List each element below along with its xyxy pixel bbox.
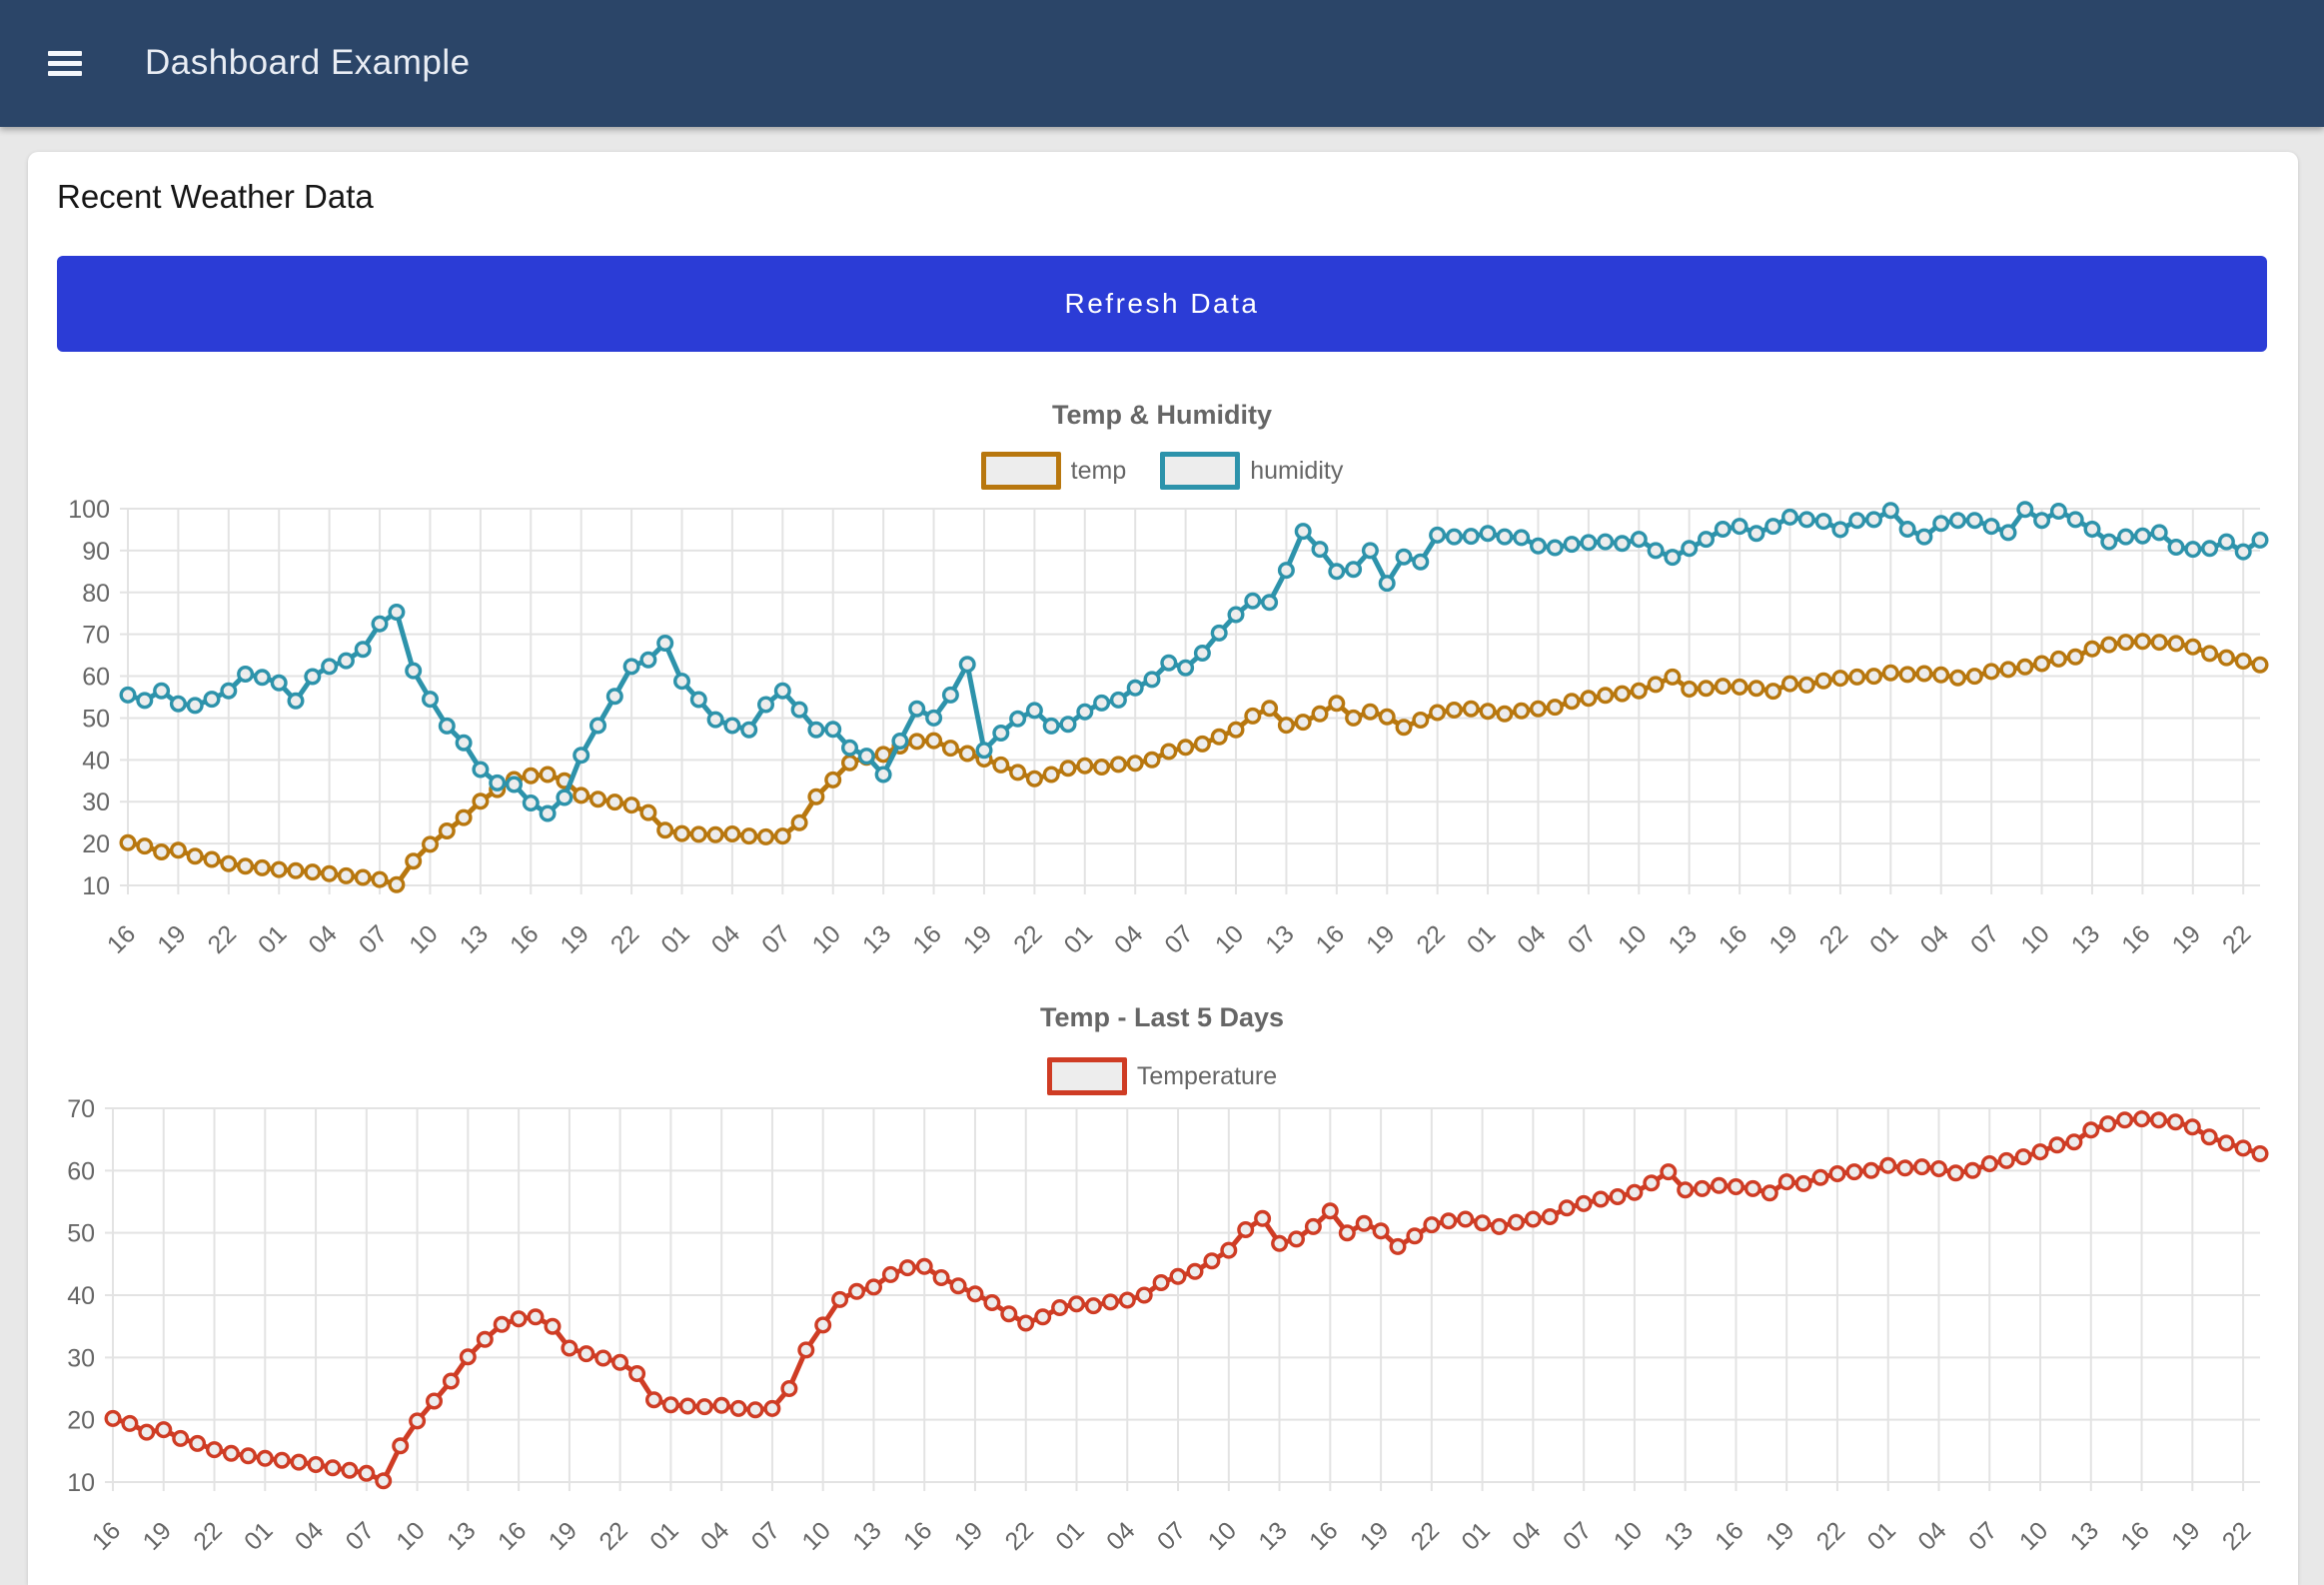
- svg-text:19: 19: [138, 1516, 177, 1555]
- svg-text:16: 16: [2115, 1516, 2154, 1555]
- app-title: Dashboard Example: [145, 43, 471, 82]
- svg-text:13: 13: [1659, 1516, 1698, 1555]
- legend-item-temperature[interactable]: Temperature: [1046, 1057, 1278, 1095]
- svg-text:100: 100: [68, 496, 110, 524]
- svg-text:40: 40: [82, 747, 110, 775]
- legend-item-humidity[interactable]: humidity: [1160, 452, 1343, 490]
- svg-text:20: 20: [82, 830, 110, 858]
- svg-text:60: 60: [67, 1157, 95, 1185]
- svg-text:19: 19: [2166, 1516, 2205, 1555]
- svg-text:01: 01: [1456, 1516, 1495, 1555]
- svg-text:40: 40: [67, 1282, 95, 1310]
- svg-text:10: 10: [82, 872, 110, 900]
- svg-text:22: 22: [188, 1516, 227, 1555]
- svg-text:10: 10: [796, 1516, 835, 1555]
- svg-text:70: 70: [82, 622, 110, 650]
- hamburger-menu-icon[interactable]: [48, 51, 82, 77]
- page-heading: Recent Weather Data: [57, 178, 374, 215]
- svg-text:13: 13: [442, 1516, 481, 1555]
- svg-text:22: 22: [1811, 1516, 1850, 1555]
- svg-text:50: 50: [82, 705, 110, 733]
- svg-text:07: 07: [341, 1516, 380, 1555]
- temperature-legend-label: Temperature: [1136, 1061, 1278, 1090]
- temperature-legend-swatch: [1046, 1057, 1127, 1095]
- svg-text:80: 80: [82, 580, 110, 608]
- svg-text:04: 04: [290, 1516, 330, 1556]
- svg-text:22: 22: [593, 1516, 632, 1555]
- svg-text:19: 19: [544, 1516, 582, 1555]
- chart2-title: Temp - Last 5 Days: [1039, 1002, 1285, 1032]
- svg-text:13: 13: [2065, 1516, 2104, 1555]
- refresh-data-button[interactable]: Refresh Data: [57, 256, 2267, 352]
- svg-text:07: 07: [746, 1516, 785, 1555]
- svg-text:10: 10: [1203, 1516, 1242, 1555]
- humidity-legend-label: humidity: [1250, 456, 1344, 485]
- svg-text:04: 04: [1101, 1516, 1141, 1556]
- svg-text:10: 10: [2014, 1516, 2053, 1555]
- svg-text:19: 19: [1355, 1516, 1394, 1555]
- svg-text:16: 16: [898, 1516, 937, 1555]
- svg-text:70: 70: [67, 1095, 95, 1123]
- temp-legend-swatch: [980, 452, 1061, 490]
- svg-text:13: 13: [847, 1516, 886, 1555]
- svg-text:19: 19: [949, 1516, 988, 1555]
- svg-text:13: 13: [1253, 1516, 1292, 1555]
- svg-text:01: 01: [1050, 1516, 1089, 1555]
- svg-text:30: 30: [67, 1344, 95, 1372]
- svg-text:16: 16: [87, 1516, 126, 1555]
- svg-text:04: 04: [695, 1516, 735, 1556]
- legend-item-temp[interactable]: temp: [980, 452, 1127, 490]
- chart1-title: Temp & Humidity: [1051, 400, 1272, 430]
- svg-text:01: 01: [644, 1516, 683, 1555]
- svg-text:60: 60: [82, 664, 110, 692]
- svg-text:07: 07: [1963, 1516, 2002, 1555]
- svg-text:01: 01: [1862, 1516, 1901, 1555]
- svg-text:90: 90: [82, 538, 110, 566]
- svg-text:30: 30: [82, 789, 110, 816]
- svg-text:04: 04: [1507, 1516, 1547, 1556]
- svg-text:16: 16: [1710, 1516, 1748, 1555]
- svg-text:01: 01: [239, 1516, 278, 1555]
- svg-text:20: 20: [67, 1407, 95, 1435]
- svg-text:10: 10: [391, 1516, 430, 1555]
- svg-text:04: 04: [1912, 1516, 1952, 1556]
- svg-text:10: 10: [67, 1469, 95, 1497]
- svg-text:07: 07: [1152, 1516, 1191, 1555]
- svg-text:22: 22: [1406, 1516, 1445, 1555]
- chart2-legend: Temperature: [57, 1057, 2267, 1095]
- svg-text:16: 16: [1304, 1516, 1343, 1555]
- svg-text:22: 22: [2217, 1516, 2256, 1555]
- svg-text:19: 19: [1760, 1516, 1799, 1555]
- chart1-legend: temp humidity: [57, 452, 2267, 490]
- svg-text:22: 22: [1000, 1516, 1039, 1555]
- svg-text:10: 10: [1609, 1516, 1648, 1555]
- temp-legend-label: temp: [1070, 456, 1127, 485]
- humidity-legend-swatch: [1160, 452, 1241, 490]
- svg-text:50: 50: [67, 1220, 95, 1248]
- svg-text:07: 07: [1558, 1516, 1597, 1555]
- svg-text:16: 16: [493, 1516, 532, 1555]
- app-header: Dashboard Example: [0, 0, 2324, 127]
